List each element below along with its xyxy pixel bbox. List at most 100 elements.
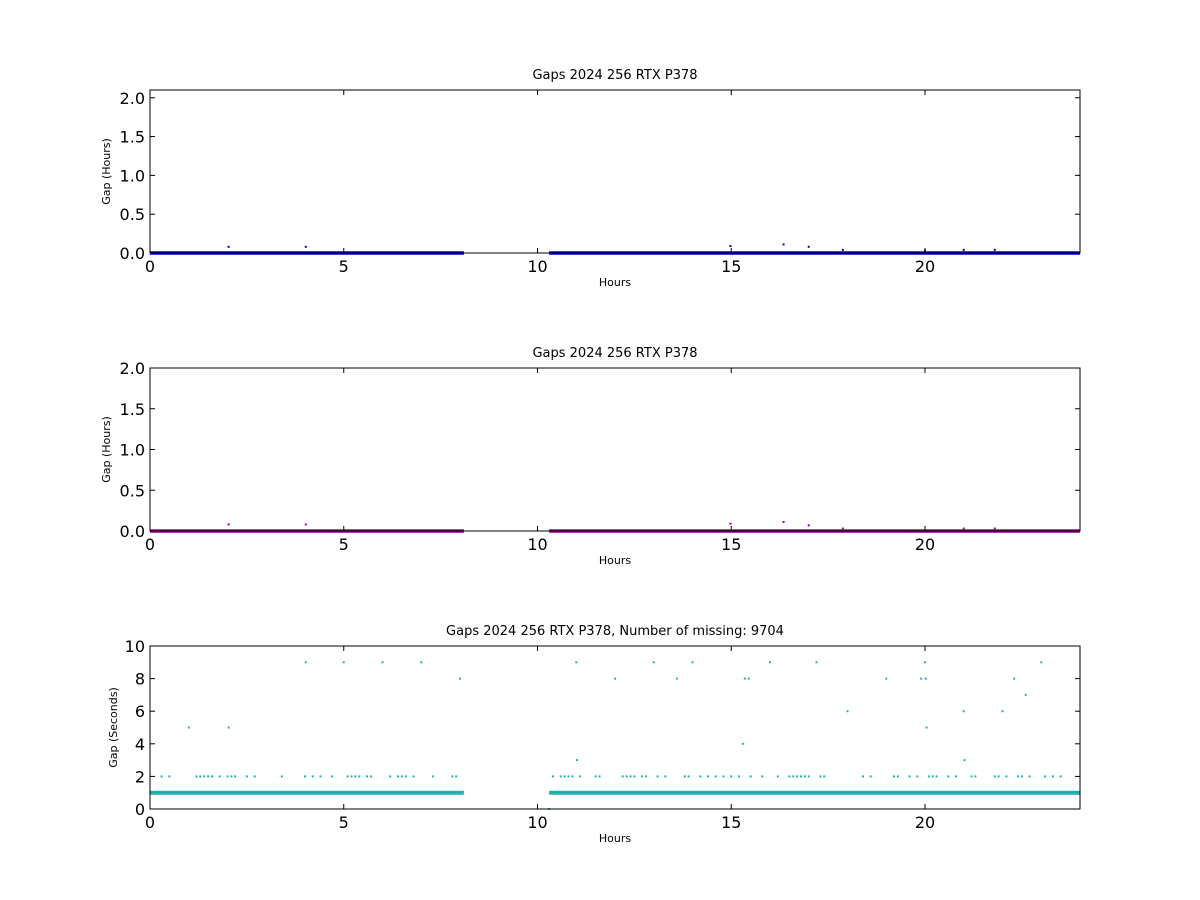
data-point <box>311 775 314 778</box>
data-point <box>1024 693 1027 696</box>
y-tick-label: 10 <box>125 637 145 656</box>
data-point <box>645 775 647 778</box>
data-point <box>1020 775 1023 778</box>
data-point <box>451 775 454 778</box>
data-point <box>207 775 210 778</box>
data-point <box>358 775 361 778</box>
data-point <box>729 522 732 525</box>
data-point <box>699 775 702 778</box>
data-point <box>652 661 655 664</box>
data-point <box>381 661 384 664</box>
data-point <box>962 710 965 713</box>
x-tick-label: 10 <box>527 535 547 554</box>
data-point <box>729 245 732 248</box>
data-point <box>420 661 423 664</box>
chart-title: Gaps 2024 256 RTX P378, Number of missin… <box>446 624 784 639</box>
y-tick-label: 0 <box>135 800 145 819</box>
data-point <box>245 775 248 778</box>
data-point <box>893 775 895 778</box>
data-point <box>211 775 213 778</box>
data-point <box>769 661 771 664</box>
data-point <box>955 775 957 778</box>
x-tick-label: 15 <box>721 257 741 276</box>
data-point <box>459 677 461 680</box>
x-tick-label: 5 <box>339 535 349 554</box>
x-axis-label: Hours <box>599 832 631 845</box>
data-point <box>1040 661 1043 664</box>
data-point <box>304 661 307 664</box>
x-axis-label: Hours <box>599 554 631 567</box>
x-tick-label: 20 <box>915 535 935 554</box>
data-point <box>397 775 399 778</box>
data-point <box>924 677 927 680</box>
plot-frame <box>149 645 1081 810</box>
data-point <box>676 677 678 680</box>
data-point <box>963 759 966 762</box>
plot-frame <box>149 367 1081 532</box>
data-point <box>962 248 965 251</box>
data-point <box>366 775 368 778</box>
data-point <box>369 775 372 778</box>
y-tick-label: 2.0 <box>120 89 145 108</box>
data-point <box>803 775 806 778</box>
data-point <box>633 775 636 778</box>
y-tick-label: 0.0 <box>120 244 145 263</box>
x-tick-label: 0 <box>145 257 155 276</box>
data-point <box>747 677 750 680</box>
data-point <box>974 775 977 778</box>
y-tick-label: 0.5 <box>120 481 145 500</box>
y-axis-label: Gap (Seconds) <box>107 687 120 768</box>
data-point <box>925 726 928 729</box>
data-point <box>389 775 392 778</box>
data-point <box>1044 775 1047 778</box>
data-point <box>761 775 764 778</box>
y-tick-label: 0.5 <box>120 205 145 224</box>
data-point <box>738 775 740 778</box>
x-tick-label: 5 <box>339 257 349 276</box>
data-point <box>819 775 822 778</box>
data-point <box>743 677 746 680</box>
data-point <box>187 726 190 729</box>
data-point <box>226 775 229 778</box>
data-point <box>195 775 198 778</box>
data-point <box>576 759 579 762</box>
data-point <box>552 775 554 778</box>
data-point <box>741 742 744 745</box>
data-point <box>199 775 202 778</box>
chart-panel-2: Gaps 2024 256 RTX P378 0 5 10 20 15 0.0 0.5 1.0 1… <box>100 346 1081 567</box>
x-tick-label: 5 <box>339 813 349 832</box>
data-point <box>1005 775 1008 778</box>
data-point <box>1013 677 1016 680</box>
data-point <box>916 775 919 778</box>
x-axis-label: Hours <box>599 276 631 289</box>
data-point <box>687 775 690 778</box>
data-point <box>404 775 407 778</box>
data-point <box>1017 775 1019 778</box>
x-tick-label: 10 <box>527 257 547 276</box>
x-tick-label: 15 <box>721 535 741 554</box>
data-point <box>970 775 973 778</box>
data-point <box>1001 710 1004 713</box>
data-point <box>203 775 206 778</box>
data-point <box>846 710 849 713</box>
data-point <box>218 775 221 778</box>
y-tick-label: 1.5 <box>120 128 145 147</box>
data-point <box>782 521 785 524</box>
data-point <box>598 775 601 778</box>
y-tick-label: 6 <box>135 702 145 721</box>
data-point <box>656 775 659 778</box>
data-point <box>350 775 353 778</box>
data-point <box>707 775 709 778</box>
data-point <box>563 775 566 778</box>
data-point <box>749 775 752 778</box>
data-point <box>168 775 171 778</box>
data-point <box>993 527 996 530</box>
data-point <box>571 775 574 778</box>
data-point <box>1051 775 1054 778</box>
data-point <box>862 775 864 778</box>
data-point <box>924 661 926 664</box>
y-tick-label: 0.0 <box>120 522 145 541</box>
data-point <box>579 775 582 778</box>
data-point <box>815 661 818 664</box>
